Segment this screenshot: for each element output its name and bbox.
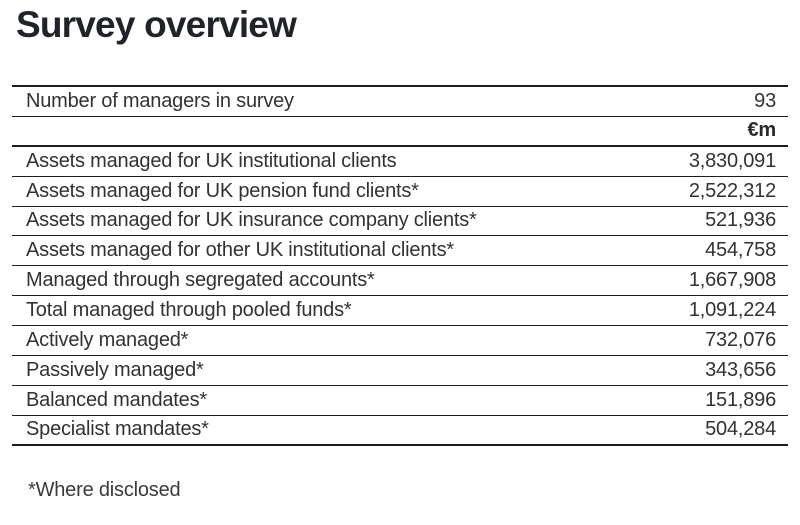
- table-row: Passively managed* 343,656: [12, 356, 788, 386]
- footnote: *Where disclosed: [28, 479, 181, 501]
- row-label: Number of managers in survey: [26, 89, 294, 112]
- table-row: Assets managed for UK pension fund clien…: [12, 177, 788, 207]
- table-row: Assets managed for UK institutional clie…: [12, 147, 788, 177]
- row-label: Specialist mandates*: [26, 417, 209, 440]
- row-label: Actively managed*: [26, 329, 189, 352]
- row-label: Assets managed for UK pension fund clien…: [26, 179, 419, 202]
- row-label: Balanced mandates*: [26, 388, 207, 411]
- row-value: 1,667,908: [688, 269, 776, 292]
- row-label: Assets managed for other UK institutiona…: [26, 239, 454, 262]
- row-label: Assets managed for UK institutional clie…: [26, 149, 397, 172]
- page-title: Survey overview: [16, 4, 297, 45]
- row-value: 2,522,312: [688, 179, 776, 202]
- table-row-unit-header: €m: [12, 117, 788, 147]
- table-row: Specialist mandates* 504,284: [12, 416, 788, 446]
- table-row-managers: Number of managers in survey 93: [12, 87, 788, 117]
- row-value: 521,936: [705, 209, 776, 232]
- unit-header-label: €m: [747, 118, 776, 141]
- row-label: Passively managed*: [26, 358, 204, 381]
- table-row: Actively managed* 732,076: [12, 326, 788, 357]
- table-row: Managed through segregated accounts* 1,6…: [12, 266, 788, 297]
- row-label: Managed through segregated accounts*: [26, 269, 375, 292]
- table-row: Balanced mandates* 151,896: [12, 386, 788, 416]
- row-value: 504,284: [705, 417, 776, 440]
- table-row: Total managed through pooled funds* 1,09…: [12, 296, 788, 327]
- row-value: 732,076: [705, 329, 776, 352]
- row-value: 151,896: [705, 388, 776, 411]
- row-label: Total managed through pooled funds*: [26, 299, 352, 322]
- row-value: 343,656: [705, 358, 776, 381]
- row-value: 93: [754, 89, 776, 112]
- survey-table: Number of managers in survey 93 €m Asset…: [12, 85, 788, 446]
- row-value: 3,830,091: [688, 149, 776, 172]
- row-value: 454,758: [705, 239, 776, 262]
- row-value: 1,091,224: [688, 299, 776, 322]
- table-row: Assets managed for other UK institutiona…: [12, 236, 788, 267]
- table-row: Assets managed for UK insurance company …: [12, 207, 788, 237]
- row-label: Assets managed for UK insurance company …: [26, 209, 477, 232]
